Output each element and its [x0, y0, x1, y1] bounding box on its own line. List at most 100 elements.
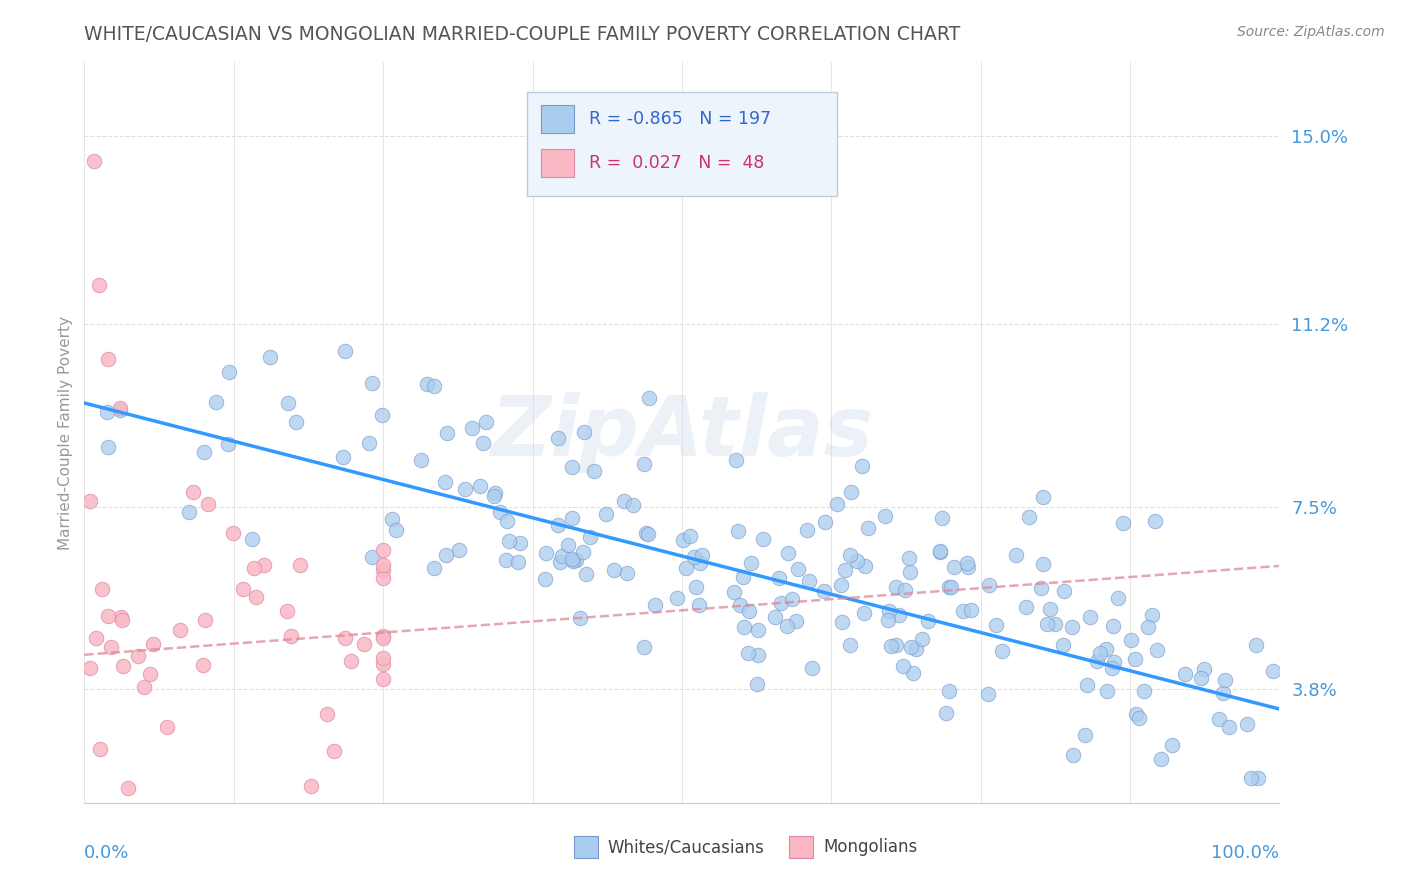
Point	[461, 421, 484, 435]
Point	[474, 415, 496, 429]
Point	[373, 629, 395, 643]
Point	[1060, 619, 1083, 633]
Point	[893, 658, 915, 673]
Point	[1039, 601, 1062, 615]
Point	[688, 599, 710, 613]
FancyBboxPatch shape	[527, 92, 838, 195]
Point	[875, 509, 897, 524]
Point	[830, 578, 852, 592]
Point	[110, 613, 132, 627]
Point	[1045, 617, 1067, 632]
Point	[561, 459, 583, 474]
Point	[747, 623, 769, 637]
Text: R = -0.865   N = 197: R = -0.865 N = 197	[589, 110, 770, 128]
Point	[299, 779, 322, 793]
Point	[572, 545, 595, 559]
Point	[1125, 706, 1147, 721]
Point	[887, 607, 910, 622]
Point	[575, 567, 598, 582]
Point	[814, 516, 837, 530]
Point	[685, 580, 707, 594]
Point	[1004, 549, 1026, 563]
Point	[433, 475, 456, 489]
Point	[1088, 646, 1111, 660]
Point	[127, 649, 149, 664]
Point	[1133, 684, 1156, 698]
Point	[373, 571, 395, 585]
Point	[484, 486, 506, 500]
Point	[931, 510, 953, 524]
Point	[557, 538, 579, 552]
Point	[984, 618, 1007, 632]
Point	[79, 661, 101, 675]
Point	[436, 425, 458, 440]
Point	[361, 549, 384, 564]
Point	[897, 551, 920, 566]
Point	[422, 561, 444, 575]
Point	[316, 706, 339, 721]
Point	[665, 591, 688, 605]
Point	[1123, 652, 1146, 666]
Point	[87, 277, 110, 292]
Point	[373, 563, 395, 577]
Point	[1208, 713, 1230, 727]
Point	[768, 571, 790, 585]
Point	[1240, 771, 1263, 785]
Point	[977, 578, 1000, 592]
Point	[977, 687, 1000, 701]
Point	[360, 376, 382, 391]
Point	[1085, 654, 1108, 668]
Point	[181, 485, 204, 500]
Point	[1101, 661, 1123, 675]
Point	[858, 521, 880, 535]
Point	[917, 614, 939, 628]
Point	[284, 415, 307, 429]
Point	[110, 401, 132, 415]
Text: Mongolians: Mongolians	[823, 838, 917, 856]
Point	[132, 680, 155, 694]
Text: ZipAtlas: ZipAtlas	[491, 392, 873, 473]
Point	[733, 570, 755, 584]
Point	[276, 604, 298, 618]
Point	[100, 640, 122, 654]
Point	[277, 395, 299, 409]
Point	[689, 556, 711, 570]
Point	[877, 613, 900, 627]
Point	[280, 628, 302, 642]
Point	[409, 453, 432, 467]
Point	[1107, 591, 1129, 606]
Point	[853, 559, 876, 574]
Point	[730, 598, 752, 612]
Point	[1102, 619, 1125, 633]
Point	[357, 435, 380, 450]
Bar	[541, 104, 575, 133]
Point	[1236, 717, 1258, 731]
Point	[353, 637, 375, 651]
Point	[1078, 609, 1101, 624]
Point	[482, 489, 505, 503]
Point	[737, 646, 759, 660]
Point	[385, 523, 408, 537]
Text: 0.0%: 0.0%	[84, 844, 129, 862]
Point	[1095, 641, 1118, 656]
Point	[1212, 686, 1234, 700]
Point	[138, 666, 160, 681]
Point	[738, 604, 761, 618]
Point	[752, 533, 775, 547]
Point	[621, 498, 644, 512]
Point	[884, 580, 907, 594]
Point	[288, 558, 311, 572]
Point	[373, 558, 395, 572]
Point	[690, 549, 713, 563]
Point	[956, 560, 979, 574]
Point	[96, 405, 118, 419]
Point	[724, 453, 747, 467]
Point	[1062, 747, 1084, 762]
Point	[633, 458, 655, 472]
Point	[169, 623, 191, 637]
Point	[682, 550, 704, 565]
Point	[373, 657, 395, 672]
Point	[259, 350, 281, 364]
Point	[644, 599, 666, 613]
Point	[547, 518, 569, 533]
